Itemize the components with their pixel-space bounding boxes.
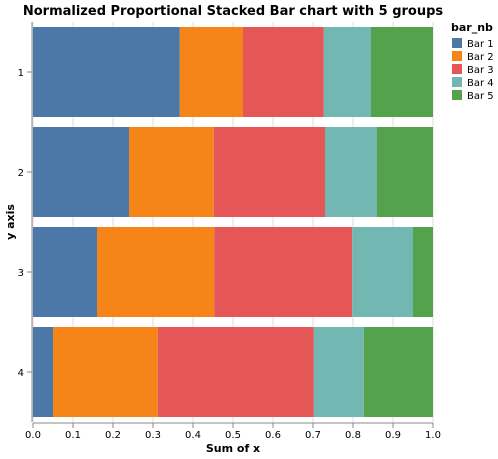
legend-swatch (452, 64, 462, 74)
legend-swatch (452, 90, 462, 100)
bar-segment (352, 227, 413, 317)
bar-segment (97, 227, 215, 317)
x-tick-label: 0.2 (105, 430, 121, 441)
bar-segment (413, 227, 433, 317)
x-tick-label: 0.4 (185, 430, 201, 441)
x-tick-label: 0.9 (385, 430, 401, 441)
legend-swatch (452, 51, 462, 61)
bar-segment (53, 327, 158, 417)
chart-title: Normalized Proportional Stacked Bar char… (23, 4, 444, 19)
bar-segment (377, 127, 433, 217)
x-axis-title: Sum of x (206, 442, 260, 455)
bar-segment (33, 127, 129, 217)
legend-swatch (452, 77, 462, 87)
bars (33, 27, 433, 417)
x-tick-label: 0.3 (145, 430, 161, 441)
legend: bar_nb Bar 1 Bar 2 Bar 3 Bar 4 Bar 5 (451, 21, 494, 102)
legend-label: Bar 1 (467, 39, 494, 50)
x-tick-label: 1.0 (425, 430, 441, 441)
x-tick-label: 0.5 (225, 430, 241, 441)
legend-swatch (452, 38, 462, 48)
x-tick-label: 0.8 (345, 430, 361, 441)
legend-label: Bar 3 (467, 65, 494, 76)
bar-segment (363, 327, 433, 417)
y-tick-label: 4 (18, 368, 24, 379)
bar-segment (33, 27, 180, 117)
bar-segment (325, 127, 377, 217)
x-tick-label: 0.7 (305, 430, 321, 441)
bar-segment (33, 327, 53, 417)
bar-segment (371, 27, 433, 117)
legend-title: bar_nb (451, 21, 493, 34)
bar-segment (214, 227, 353, 317)
bar-segment (323, 27, 371, 117)
bar-segment (243, 27, 324, 117)
x-tick-label: 0.1 (65, 430, 81, 441)
legend-label: Bar 5 (467, 91, 494, 102)
bar-segment (213, 127, 325, 217)
y-tick-label: 1 (18, 68, 24, 79)
x-tick-label: 0.6 (265, 430, 281, 441)
x-tick-label: 0.0 (25, 430, 41, 441)
bar-segment (179, 27, 243, 117)
bar-segment (313, 327, 364, 417)
bar-segment (157, 327, 314, 417)
y-axis-title: y axis (4, 204, 17, 240)
y-tick-label: 2 (18, 168, 24, 179)
y-tick-label: 3 (18, 268, 24, 279)
bar-segment (129, 127, 214, 217)
bar-segment (33, 227, 97, 317)
legend-label: Bar 4 (467, 78, 494, 89)
legend-label: Bar 2 (467, 52, 494, 63)
axes: 0.0 0.1 0.2 0.3 0.4 0.5 0.6 0.7 0.8 0.9 1.0 1 2 3 4 (18, 22, 441, 441)
